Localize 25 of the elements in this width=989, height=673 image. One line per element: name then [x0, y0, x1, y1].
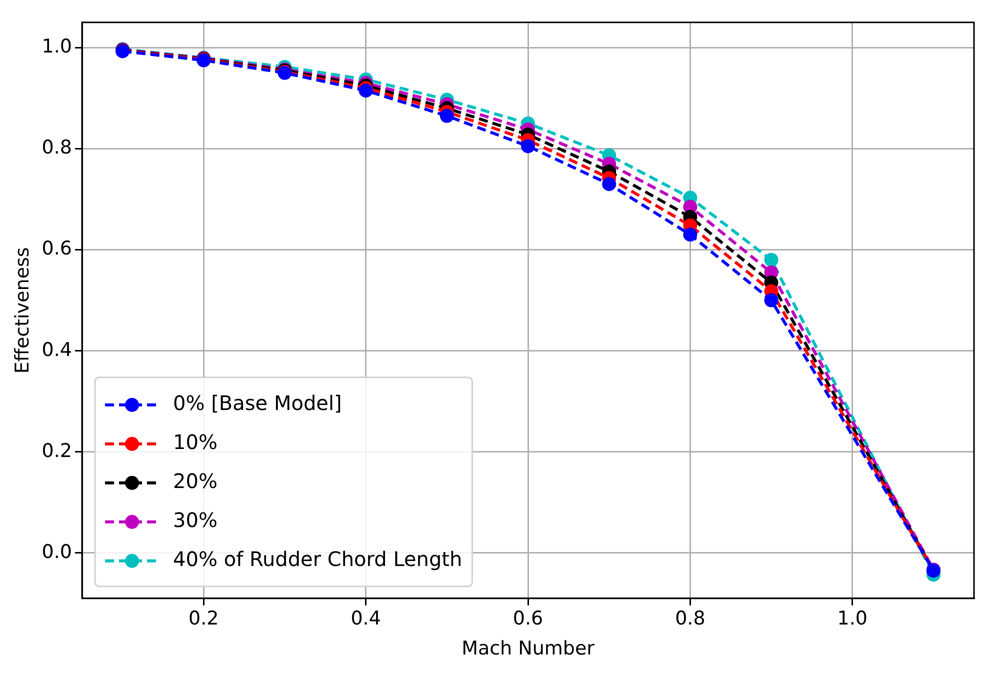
x-tick-label: 0.6 — [512, 608, 544, 630]
point — [440, 108, 454, 123]
point — [683, 228, 698, 242]
y-tick-label: 0.4 — [42, 338, 72, 361]
y-tick-label: 1.0 — [42, 36, 72, 58]
legend-label: 40% of Rudder Chord Length — [173, 547, 462, 572]
point — [521, 139, 536, 154]
legend-label: 0% [Base Model] — [173, 391, 342, 416]
legend-label: 20% — [173, 469, 218, 494]
x-tick-label: 0.2 — [188, 608, 219, 630]
x-tick-label: 0.4 — [350, 608, 381, 630]
legend-label: 30% — [173, 508, 218, 532]
y-tick-label: 0.0 — [42, 540, 72, 563]
x-tick-label: 0.8 — [675, 608, 706, 630]
y-tick-label: 0.8 — [42, 136, 72, 159]
point — [764, 293, 778, 308]
y-axis-title: Effectiveness — [11, 247, 34, 374]
x-tick-label: 1.0 — [837, 608, 868, 630]
legend-label: 10% — [173, 430, 218, 454]
point — [764, 252, 778, 267]
y-tick-label: 0.6 — [42, 238, 72, 260]
y-tick-label: 0.2 — [42, 440, 72, 462]
x-axis-title: Mach Number — [462, 638, 595, 660]
point — [358, 84, 373, 98]
point — [602, 177, 616, 192]
